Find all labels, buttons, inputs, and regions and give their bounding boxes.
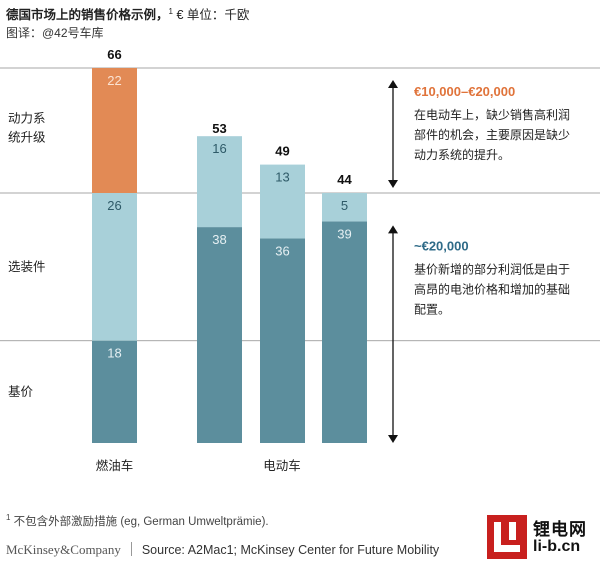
arrow-powertrain-range [388, 80, 398, 188]
segment-value-label: 36 [275, 243, 289, 258]
bar-segment [92, 340, 137, 443]
title-footnote-mark: 1 [168, 6, 173, 16]
annotation-heading: €10,000–€20,000 [414, 84, 515, 99]
annotation-line: 部件的机会，主要原因是缺少 [414, 127, 570, 142]
bar-segment [197, 227, 242, 443]
logo-mark-icon [487, 515, 527, 559]
segment-value-label: 39 [337, 226, 351, 241]
annotation-1: €10,000–€20,000 在电动车上，缺少销售高利润部件的机会，主要原因是缺… [414, 84, 570, 162]
row-label: 基价 [8, 385, 34, 399]
segment-value-label: 18 [107, 346, 121, 361]
source-text: Source: A2Mac1; McKinsey Center for Futu… [141, 543, 440, 557]
chart-subtitle: 图译：@42号车库 [6, 26, 104, 40]
category-label-ice: 燃油车 [96, 458, 134, 473]
annotation-heading: ~€20,000 [414, 238, 469, 253]
bar-segment [322, 193, 367, 222]
title-text: 德国市场上的销售价格示例， [6, 8, 169, 22]
segment-value-label: 5 [341, 198, 348, 213]
row-label: 动力系 [8, 112, 46, 126]
annotation-line: 高昂的电池价格和增加的基础 [414, 281, 570, 296]
segment-value-label: 26 [107, 198, 121, 213]
bar-segment [92, 68, 137, 193]
bar-segment [260, 238, 305, 443]
row-label: 选装件 [8, 260, 46, 274]
mckinsey-brand: McKinsey&Company [6, 542, 121, 557]
arrow-base-range [388, 225, 398, 443]
category-label-ev: 电动车 [263, 458, 301, 473]
annotation-line: 基价新增的部分利润低是由于 [414, 261, 570, 276]
annotation-line: 在电动车上，缺少销售高利润 [414, 107, 570, 122]
logo-url: li-b.cn [533, 538, 581, 555]
bar-segment [197, 136, 242, 228]
segment-value-label: 22 [107, 73, 121, 88]
bar-total-label: 66 [107, 47, 121, 62]
footnote-mark: 1 [6, 513, 11, 523]
source-line: McKinsey&Company Source: A2Mac1; McKinsey… [6, 542, 439, 558]
footnote: 1 不包含外部激励措施 (eg, German Umweltprämie). [6, 513, 269, 529]
bar-total-label: 49 [275, 144, 289, 159]
logo-name: 锂电网 [533, 520, 587, 539]
annotation-line: 配置。 [414, 302, 450, 316]
segment-value-label: 13 [275, 170, 289, 185]
chart-title: 德国市场上的销售价格示例，1 € 单位：千欧 [6, 4, 249, 23]
annotation-line: 动力系统的提升。 [414, 147, 510, 162]
row-label: 统升级 [8, 131, 46, 145]
bar-segment [260, 164, 305, 239]
range-arrows [388, 80, 398, 443]
bar-total-label: 44 [337, 172, 352, 187]
segment-value-label: 38 [212, 232, 226, 247]
annotations: €10,000–€20,000 在电动车上，缺少销售高利润部件的机会，主要原因是缺… [414, 84, 570, 316]
segment-value-label: 16 [212, 141, 226, 156]
bar-total-label: 53 [212, 121, 226, 136]
title-unit: € 单位：千欧 [172, 8, 250, 22]
divider [130, 542, 132, 556]
bars [92, 68, 367, 443]
li-b-logo: 锂电网 li-b.cn [487, 515, 597, 561]
bar-segment [322, 221, 367, 443]
footnote-text: 不包含外部激励措施 (eg, German Umweltprämie). [10, 516, 269, 528]
bar-segment [92, 193, 137, 341]
